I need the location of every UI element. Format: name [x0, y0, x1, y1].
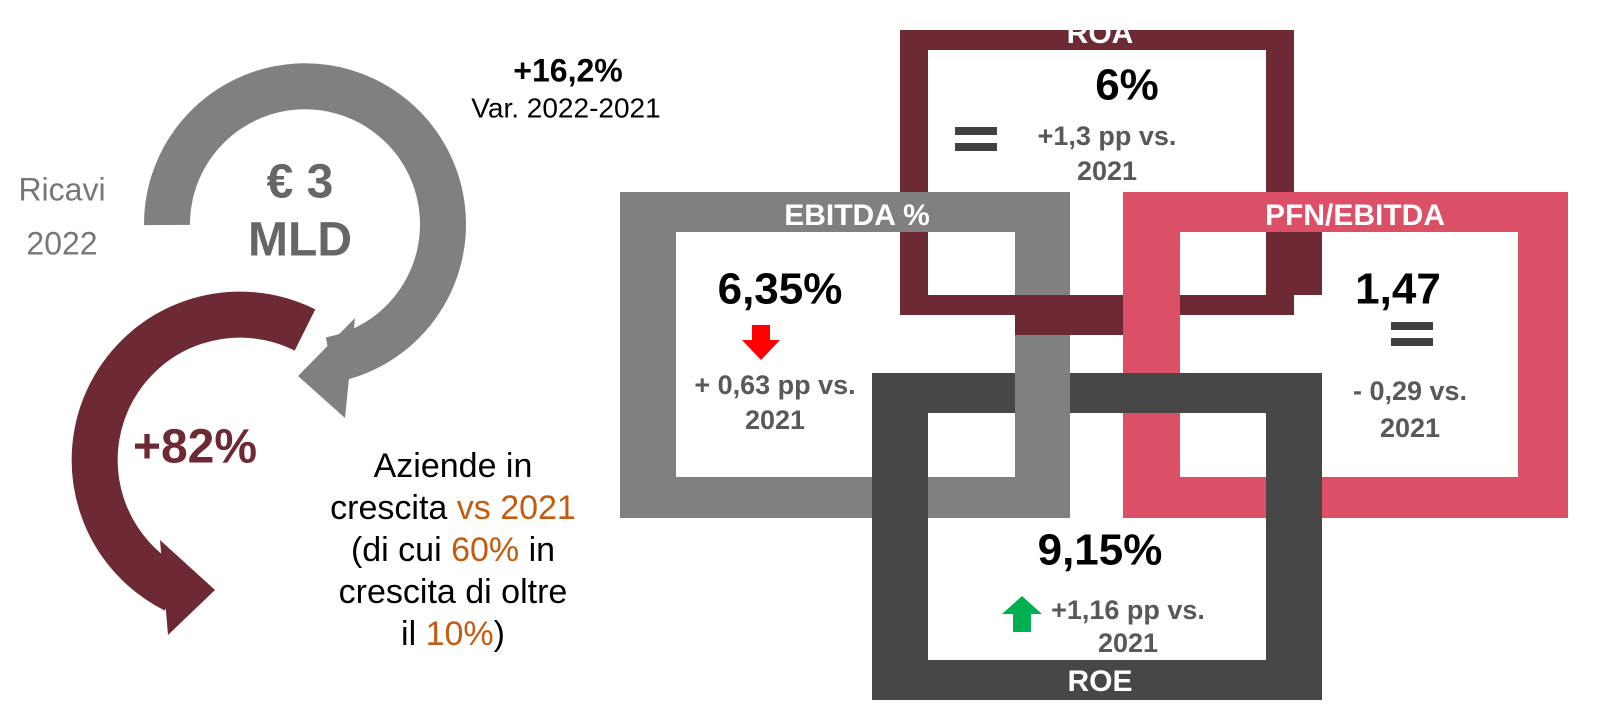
growth-text-part: Aziende in [374, 447, 533, 485]
highlight: 60% [451, 531, 519, 569]
kpi-change: +1,16 pp vs. [1051, 595, 1205, 625]
revenue-change-note: Var. 2022-2021 [471, 92, 660, 123]
revenue-label: Ricavi [18, 171, 105, 207]
down-arrow [742, 325, 780, 360]
kpi-frames [620, 30, 1568, 700]
kpi-title: ROE [1067, 665, 1132, 698]
revenue-amount: MLD [248, 214, 352, 267]
kpi-value: 6,35% [718, 265, 843, 314]
kpi-change: 2021 [1077, 156, 1137, 186]
growth-line: il 10%) [401, 615, 505, 653]
kpi-value: 9,15% [1038, 526, 1163, 575]
revenue-change: +16,2% [513, 52, 622, 88]
growth-share: +82% [133, 421, 257, 474]
kpi-value: 1,47 [1355, 265, 1441, 314]
equal-icon [955, 127, 1433, 346]
growth-text-part: il [401, 615, 426, 653]
highlight: vs 2021 [457, 489, 576, 527]
kpi-change: + 0,63 pp vs. [694, 370, 855, 400]
kpi-title: ROA [1067, 17, 1134, 50]
kpi-change: - 0,29 vs. [1353, 376, 1467, 406]
revenue-label: 2022 [26, 225, 97, 261]
growth-line: crescita vs 2021 [330, 489, 576, 527]
growth-text-part: crescita di oltre [339, 573, 568, 611]
growth-line: (di cui 60% in [351, 531, 555, 569]
kpi-change: 2021 [745, 405, 805, 435]
growth-text-part: (di cui [351, 531, 451, 569]
revenue-arrow [143, 63, 466, 418]
kpi-value: 6% [1095, 61, 1159, 110]
growth-arrow [71, 291, 316, 635]
growth-text-part: in [519, 531, 555, 569]
growth-line: crescita di oltre [339, 573, 568, 611]
growth-text-part: ) [494, 615, 505, 653]
kpi-change: 2021 [1098, 628, 1158, 658]
growth-text-part: crescita [330, 489, 457, 527]
kpi-title: PFN/EBITDA [1265, 199, 1445, 232]
kpi-change: 2021 [1380, 413, 1440, 443]
kpi-title: EBITDA % [784, 199, 930, 232]
revenue-amount: € 3 [267, 156, 334, 209]
up-arrow [1002, 596, 1042, 632]
highlight: 10% [426, 615, 494, 653]
growth-line: Aziende in [374, 447, 533, 485]
kpi-change: +1,3 pp vs. [1038, 121, 1177, 151]
